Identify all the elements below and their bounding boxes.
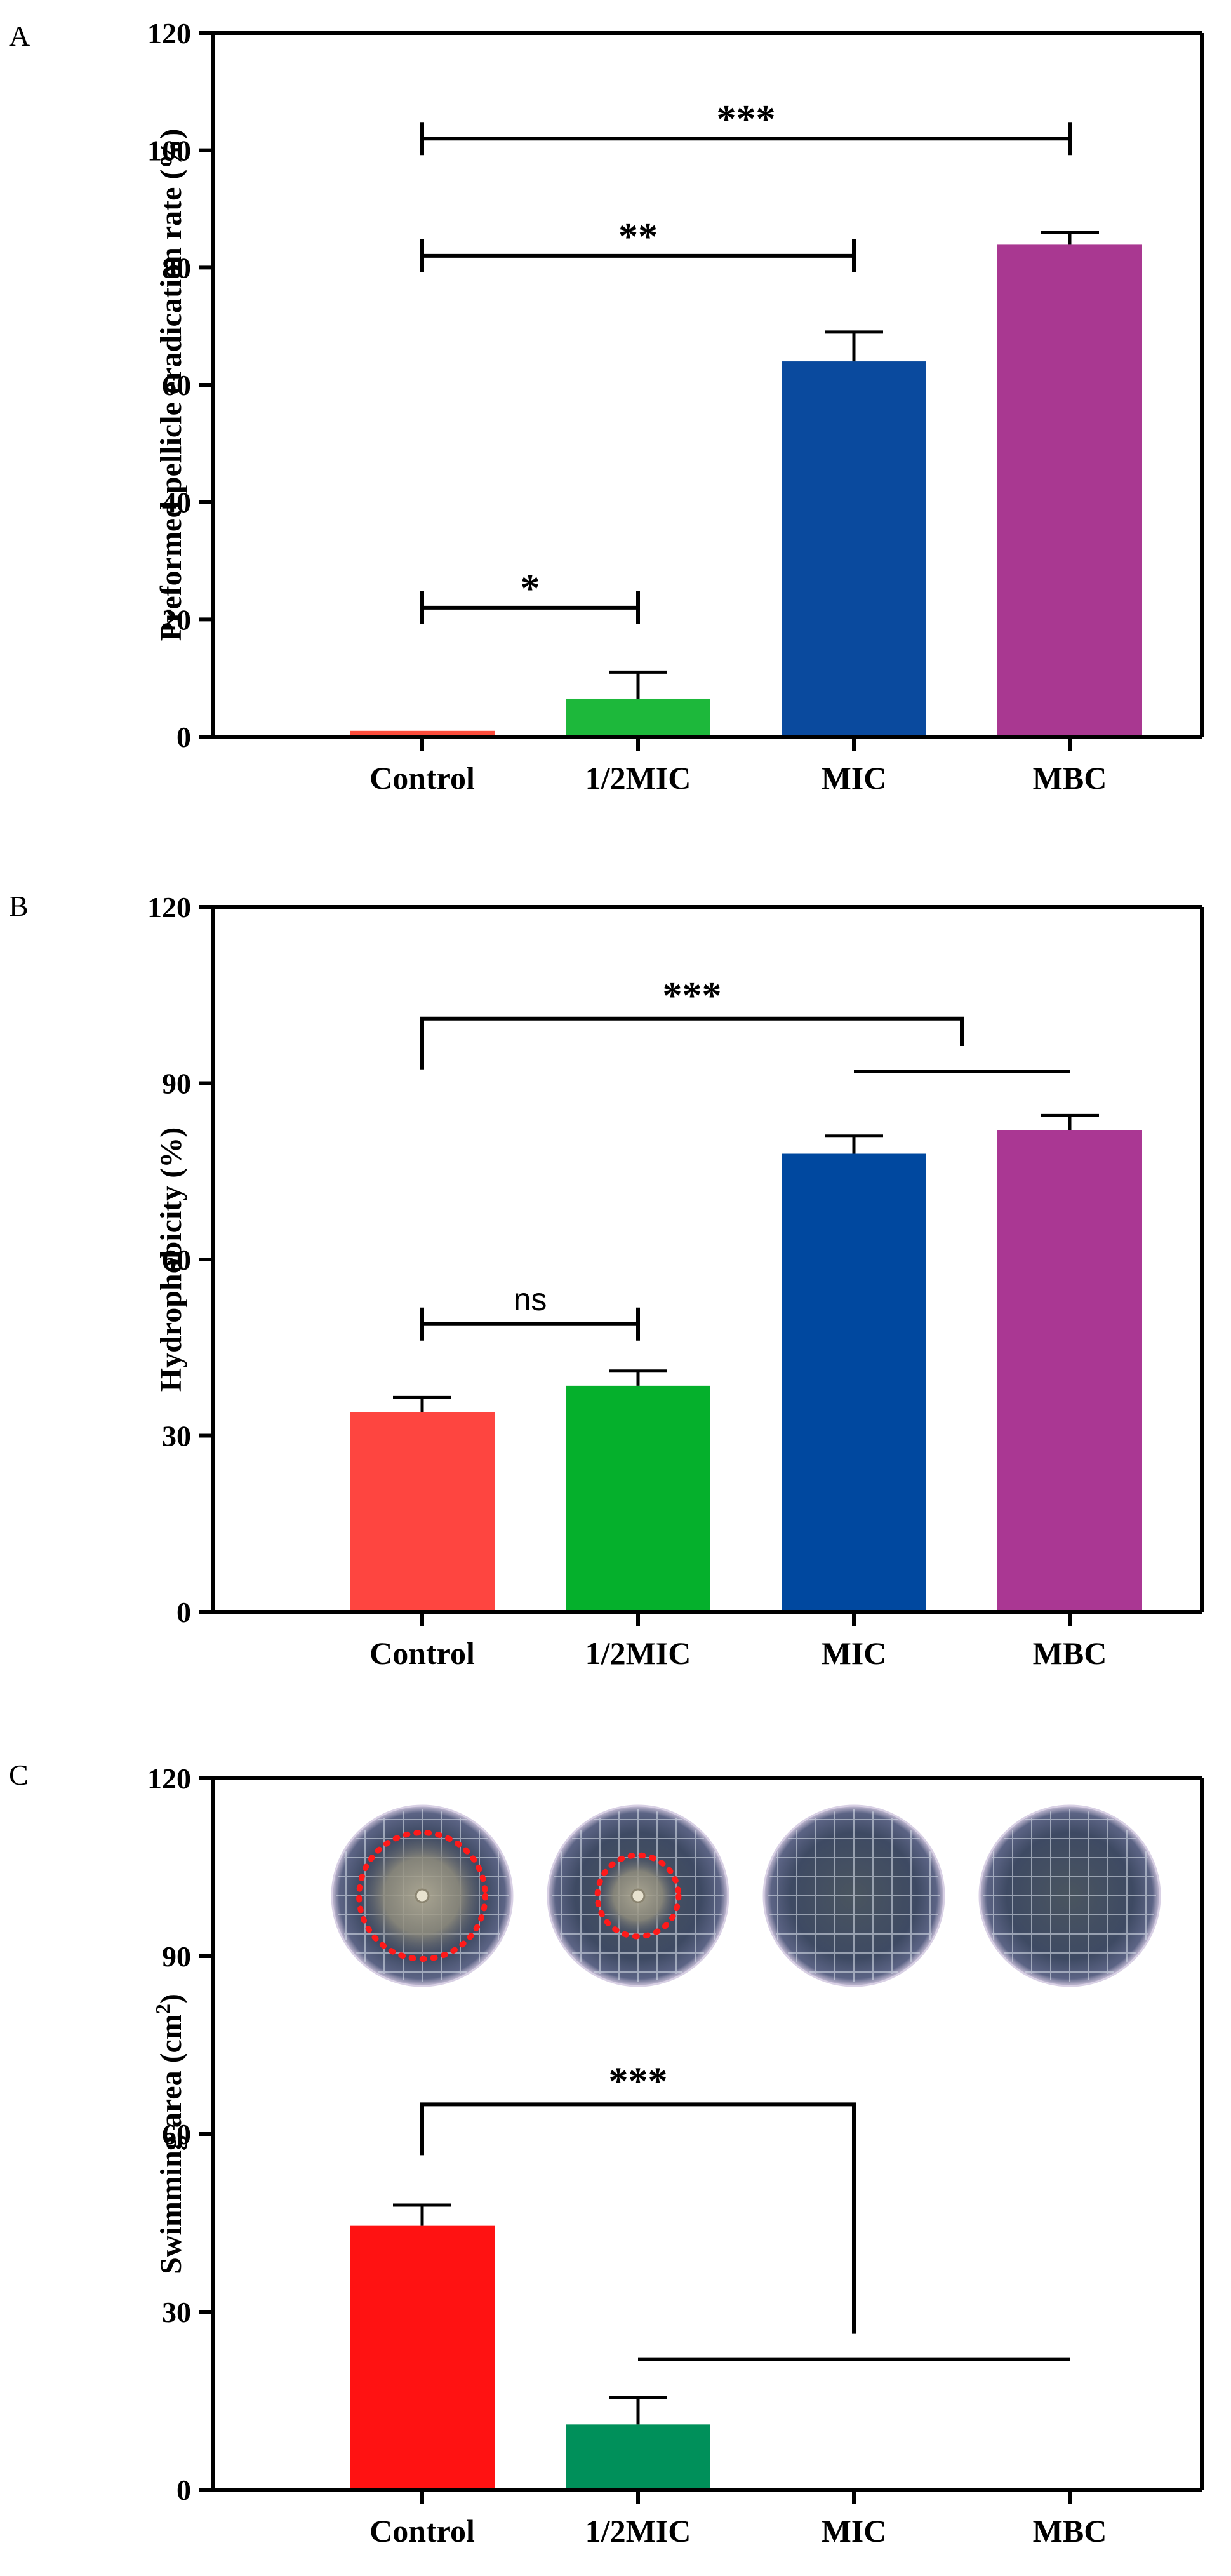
error-bar: [1041, 1113, 1099, 1130]
y-tick-label: 30: [162, 2296, 191, 2328]
significance-bracket: ***: [420, 98, 1072, 156]
x-tick-label: Control: [369, 760, 475, 796]
swim-zone-outline: [594, 1852, 682, 1940]
significance-label: ns: [514, 1282, 547, 1317]
petri-plate: [331, 1804, 514, 1987]
y-tick-label: 120: [147, 17, 191, 50]
x-tick-label: MBC: [1033, 760, 1107, 796]
panel-b: B 0 30 60 90 120 Control 1/2MIC MIC MBC Hydrophobi…: [9, 890, 1204, 1671]
significance-label: ***: [717, 98, 776, 141]
bar: [997, 244, 1142, 737]
significance-bracket: ***: [420, 2060, 1070, 2361]
panel-letter: C: [9, 1759, 29, 1791]
y-tick-label: 90: [162, 1068, 191, 1100]
swim-zone-outline: [356, 1830, 488, 1962]
error-bar: [393, 1395, 451, 1412]
inoculation-point: [630, 1888, 646, 1903]
error-bar: [609, 2396, 667, 2425]
significance-label: *: [521, 567, 540, 610]
bar: [350, 730, 495, 737]
error-bar: [393, 2203, 451, 2226]
y-tick-label: 60: [162, 2118, 191, 2150]
panel-c: C 0 30 60 90 120 Control 1/2MIC MIC MBC Swimming a…: [9, 1759, 1204, 2549]
inoculation-point: [415, 1888, 430, 1903]
y-tick-label: 60: [162, 1244, 191, 1276]
y-tick-label: 80: [162, 252, 191, 284]
petri-plate: [978, 1804, 1161, 1987]
y-axis-title: Hydrophobicity (%): [154, 1127, 188, 1392]
bar: [566, 2424, 710, 2490]
bracket-line: [420, 1016, 964, 1070]
bar: [782, 1153, 926, 1612]
significance-bracket: ***: [420, 974, 1070, 1073]
significance-label: ***: [663, 974, 722, 1017]
bar: [997, 1130, 1142, 1612]
bracket-line: [420, 2102, 856, 2334]
y-axis-title-end: ): [154, 1994, 188, 2004]
error-bar: [825, 330, 883, 362]
bar: [350, 2225, 495, 2490]
y-tick-label: 40: [162, 486, 191, 519]
error-bar: [825, 1134, 883, 1154]
significance-label: ***: [609, 2060, 668, 2103]
significance-bracket: *: [420, 567, 640, 624]
x-tick-label: MIC: [822, 1635, 887, 1671]
y-tick-label: 20: [162, 603, 191, 636]
x-tick-label: MBC: [1033, 1635, 1107, 1671]
y-tick-label: 30: [162, 1420, 191, 1452]
panel-letter: B: [9, 890, 29, 922]
error-bar: [609, 670, 667, 699]
x-tick-label: 1/2MIC: [585, 760, 691, 796]
plate-grid: [983, 1809, 1156, 1982]
y-axis-title: Swimming area (cm2): [151, 1994, 188, 2274]
bar: [566, 698, 710, 737]
error-bar: [1041, 231, 1099, 245]
y-axis-title-superscript: 2: [151, 2004, 174, 2014]
y-tick-label: 0: [176, 721, 191, 753]
bar: [566, 1385, 710, 1612]
y-tick-label: 60: [162, 369, 191, 401]
x-tick-label: MIC: [822, 2513, 887, 2549]
petri-plate: [547, 1804, 729, 1987]
significance-bracket: ns: [420, 1282, 640, 1341]
plate-grid: [768, 1809, 940, 1982]
panel-a: A 0 20 40 60 80 100 120 Control 1/2MIC MIC MBC Prefo…: [9, 17, 1204, 796]
bar: [782, 361, 926, 737]
x-tick-label: 1/2MIC: [585, 2513, 691, 2549]
inset-plates: [331, 1804, 1161, 1987]
y-tick-label: 100: [147, 135, 191, 167]
panel-letter: A: [9, 20, 30, 52]
x-tick-label: Control: [369, 2513, 475, 2549]
bar: [350, 1412, 495, 1612]
x-tick-label: MIC: [822, 760, 887, 796]
significance-bracket: **: [420, 215, 856, 272]
x-tick-label: MBC: [1033, 2513, 1107, 2549]
y-tick-label: 120: [147, 1762, 191, 1795]
y-tick-label: 0: [176, 2474, 191, 2506]
significance-label: **: [618, 215, 658, 258]
x-tick-label: Control: [369, 1635, 475, 1671]
x-tick-label: 1/2MIC: [585, 1635, 691, 1671]
y-tick-label: 90: [162, 1940, 191, 1973]
petri-plate: [762, 1804, 945, 1987]
y-axis-title: Preformed pellicle eradication rate (%): [154, 129, 188, 641]
y-tick-label: 0: [176, 1596, 191, 1628]
y-tick-label: 120: [147, 891, 191, 923]
error-bar: [609, 1369, 667, 1386]
